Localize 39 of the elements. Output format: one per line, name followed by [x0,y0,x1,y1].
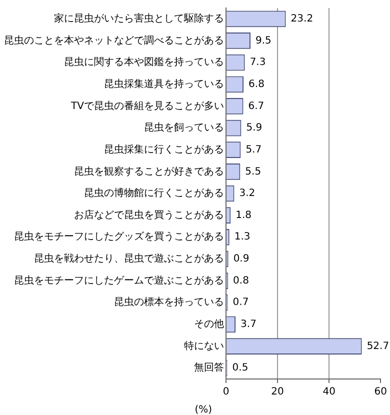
y-tick-label: お店などで昆虫を買うことがある [74,208,224,221]
y-tick-label: 家に昆虫がいたら害虫として駆除する [54,12,224,25]
y-tick-label: 昆虫のことを本やネットなどで調べることがある [4,34,224,46]
data-label: 3.2 [239,188,256,200]
x-tick-label: 60 [374,386,388,398]
data-label: 6.8 [248,78,264,90]
data-label: 5.7 [246,144,262,156]
y-tick-label: 昆虫をモチーフにしたゲームで遊ぶことがある [14,274,224,286]
data-label: 0.7 [232,297,249,308]
data-label: 52.7 [366,340,390,352]
data-label: 23.2 [290,14,314,25]
data-label: 0.8 [233,275,249,286]
y-tick-label: 昆虫に関する本や図鑑を持っている [64,56,224,68]
data-label: 7.3 [250,57,266,68]
data-label: 0.5 [232,362,248,374]
y-tick-label: 昆虫を戦わせたり、昆虫で遊ぶことがある [34,252,224,265]
y-tick-label: 特にない [184,340,224,352]
data-label: 1.8 [236,210,252,221]
y-tick-label: 無回答 [194,362,224,374]
data-label: 1.3 [234,232,250,243]
y-tick-label: 昆虫の博物館に行くことがある [84,187,224,200]
y-tick-label: 昆虫の標本を持っている [114,296,224,308]
y-tick-label: 昆虫を観察することが好きである [74,165,224,178]
y-tick-label: 昆虫採集道具を持っている [104,78,224,90]
y-tick-label: TVで昆虫の番組を見ることが多い [70,100,224,112]
x-tick-label: 0 [222,386,230,398]
x-tick-label: 40 [322,386,336,398]
data-label: 3.7 [240,319,256,330]
data-label: 9.5 [255,35,272,46]
y-tick-label: その他 [194,318,224,330]
data-label: 0.9 [233,254,250,265]
y-tick-label: 昆虫を飼っている [144,122,224,134]
y-tick-label: 昆虫をモチーフにしたグッズを買うことがある [14,230,224,243]
data-label: 5.9 [246,122,262,134]
data-label: 5.5 [245,166,262,178]
y-tick-label: 昆虫採集に行くことがある [104,143,224,156]
x-axis-title: (%) [194,404,212,415]
x-tick-label: 20 [271,386,284,398]
data-label: 6.7 [248,100,264,112]
